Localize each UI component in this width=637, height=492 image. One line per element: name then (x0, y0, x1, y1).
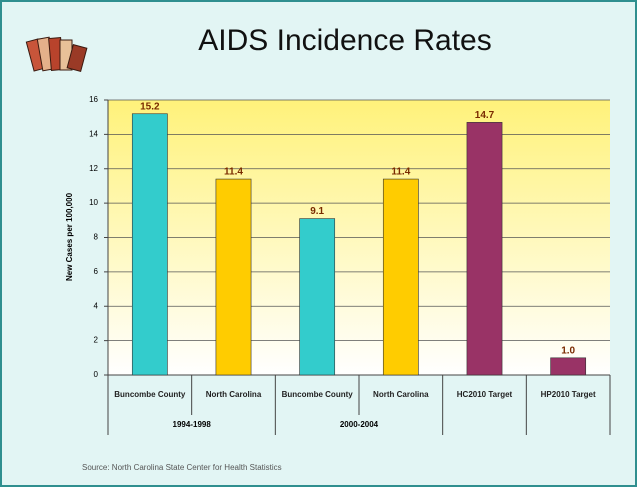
x-tick-label: HP2010 Target (540, 390, 596, 400)
bar (550, 357, 587, 376)
x-tick-label: Buncombe County (281, 390, 353, 400)
y-tick-label: 16 (89, 95, 98, 104)
y-tick-label: 8 (94, 233, 99, 242)
bar (466, 122, 503, 376)
y-tick-label: 14 (89, 129, 98, 138)
y-tick-label: 4 (94, 301, 99, 310)
value-label: 14.7 (475, 110, 495, 121)
y-axis-label: New Cases per 100,000 (65, 192, 74, 281)
chart-title: AIDS Incidence Rates (198, 24, 491, 57)
x-tick-label-box: Buncombe County (281, 390, 353, 400)
group-label: 1994-1998 (173, 420, 212, 429)
y-tick-label: 0 (94, 370, 99, 379)
source-note: Source: North Carolina State Center for … (82, 463, 282, 472)
bar (131, 113, 168, 376)
x-tick-label: North Carolina (205, 390, 262, 400)
x-tick-label-box: HC2010 Target (456, 390, 513, 400)
x-tick-label-box: North Carolina (373, 390, 429, 400)
value-label: 11.4 (224, 167, 243, 178)
value-label: 15.2 (140, 101, 160, 112)
bar (382, 178, 419, 376)
books-icon (25, 36, 88, 73)
x-tick-label-box: Buncombe County (114, 390, 186, 400)
x-tick-label: North Carolina (373, 390, 429, 400)
y-tick-label: 6 (94, 267, 99, 276)
y-tick-label: 12 (89, 164, 98, 173)
x-tick-label-box: North Carolina (205, 390, 262, 400)
x-tick-label: Buncombe County (114, 390, 186, 400)
value-label: 11.4 (391, 167, 410, 178)
y-tick-label: 2 (94, 336, 99, 345)
x-tick-label-box: HP2010 Target (540, 390, 596, 400)
bar (299, 218, 336, 376)
value-label: 1.0 (561, 345, 575, 356)
value-label: 9.1 (310, 206, 324, 217)
bar (215, 178, 252, 376)
y-tick-label: 10 (89, 198, 98, 207)
group-label: 2000-2004 (340, 420, 379, 429)
x-tick-label: HC2010 Target (456, 390, 513, 400)
